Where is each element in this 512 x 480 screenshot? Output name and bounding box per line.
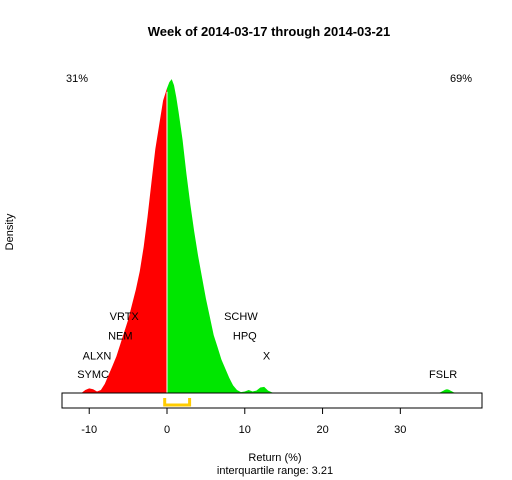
x-tick-label: 0 bbox=[164, 424, 170, 436]
density-area-layer bbox=[62, 79, 482, 407]
x-tick-label: 20 bbox=[316, 424, 328, 436]
ticker-label: HPQ bbox=[233, 331, 257, 343]
ticker-label: SCHW bbox=[224, 311, 258, 323]
iqr-bracket bbox=[163, 398, 192, 407]
iqr-subtitle: interquartile range: 3.21 bbox=[217, 465, 333, 477]
positive-density-area bbox=[167, 79, 276, 393]
ticker-label: X bbox=[263, 351, 271, 363]
ticker-label: VRTX bbox=[110, 311, 140, 323]
ticker-label: SYMC bbox=[77, 369, 109, 381]
x-axis-label: Return (%) bbox=[248, 452, 301, 464]
plot-frame bbox=[61, 392, 483, 409]
positive-share-label: 69% bbox=[450, 73, 472, 85]
ticker-label: NEM bbox=[108, 331, 132, 343]
chart-title: Week of 2014-03-17 through 2014-03-21 bbox=[148, 24, 391, 39]
ticker-label-layer: VRTX NEM ALXN SYMC SCHW HPQ X FSLR bbox=[77, 311, 457, 381]
y-axis-label: Density bbox=[4, 213, 16, 250]
ticker-label: FSLR bbox=[429, 369, 457, 381]
x-tick-label: -10 bbox=[81, 424, 97, 436]
ticker-label: ALXN bbox=[83, 351, 112, 363]
negative-share-label: 31% bbox=[66, 73, 88, 85]
x-tick-label: 10 bbox=[239, 424, 251, 436]
negative-density-area bbox=[81, 88, 167, 394]
x-tick-label: 30 bbox=[394, 424, 406, 436]
outlier-density-bump bbox=[437, 389, 457, 393]
x-axis: -10 0 10 20 30 bbox=[81, 407, 406, 436]
